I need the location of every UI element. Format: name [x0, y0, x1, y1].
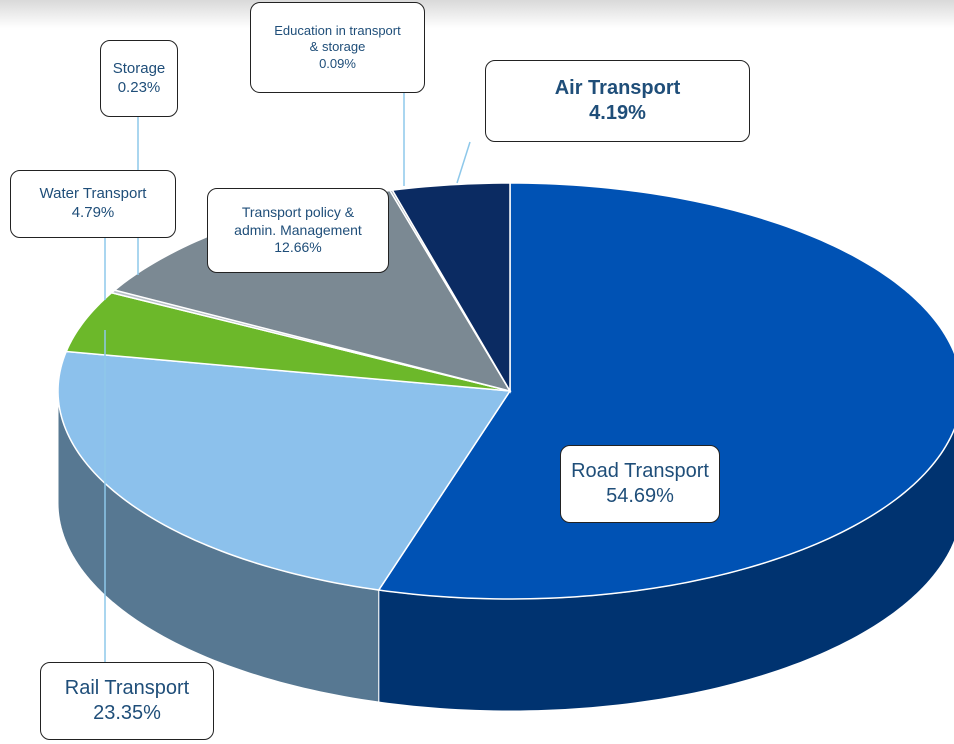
pie-slice — [377, 182, 954, 600]
label-name: Water Transport — [39, 185, 147, 203]
leader-line — [456, 141, 471, 184]
data-label: Education in transport & storage 0.09% — [250, 2, 425, 93]
data-label: Rail Transport 23.35% — [40, 662, 214, 740]
pie-slice — [65, 291, 511, 392]
label-value: 4.79% — [71, 204, 115, 221]
label-name: Road Transport — [571, 460, 709, 482]
label-value: 54.69% — [606, 485, 674, 507]
data-label: Water Transport 4.79% — [10, 170, 176, 238]
pie-slice — [57, 350, 512, 591]
label-name: Storage — [112, 59, 166, 77]
data-label: Road Transport 54.69% — [560, 445, 720, 523]
data-label: Storage 0.23% — [100, 40, 178, 117]
label-name: Transport policy & admin. Management — [234, 204, 362, 238]
pie-tops — [57, 182, 954, 600]
label-value: 0.23% — [117, 78, 161, 96]
label-value: 4.19% — [589, 102, 646, 124]
label-name: Rail Transport — [64, 677, 190, 699]
label-name: Education in transport & storage — [274, 23, 401, 55]
label-value: 23.35% — [93, 702, 161, 724]
label-name: Air Transport — [554, 77, 681, 99]
data-label: Air Transport 4.19% — [485, 60, 750, 142]
data-label: Transport policy & admin. Management 12.… — [207, 188, 389, 273]
pie-slice — [391, 182, 511, 394]
label-value: 12.66% — [274, 239, 322, 256]
leader-lines — [104, 93, 471, 662]
label-value: 0.09% — [319, 55, 356, 71]
